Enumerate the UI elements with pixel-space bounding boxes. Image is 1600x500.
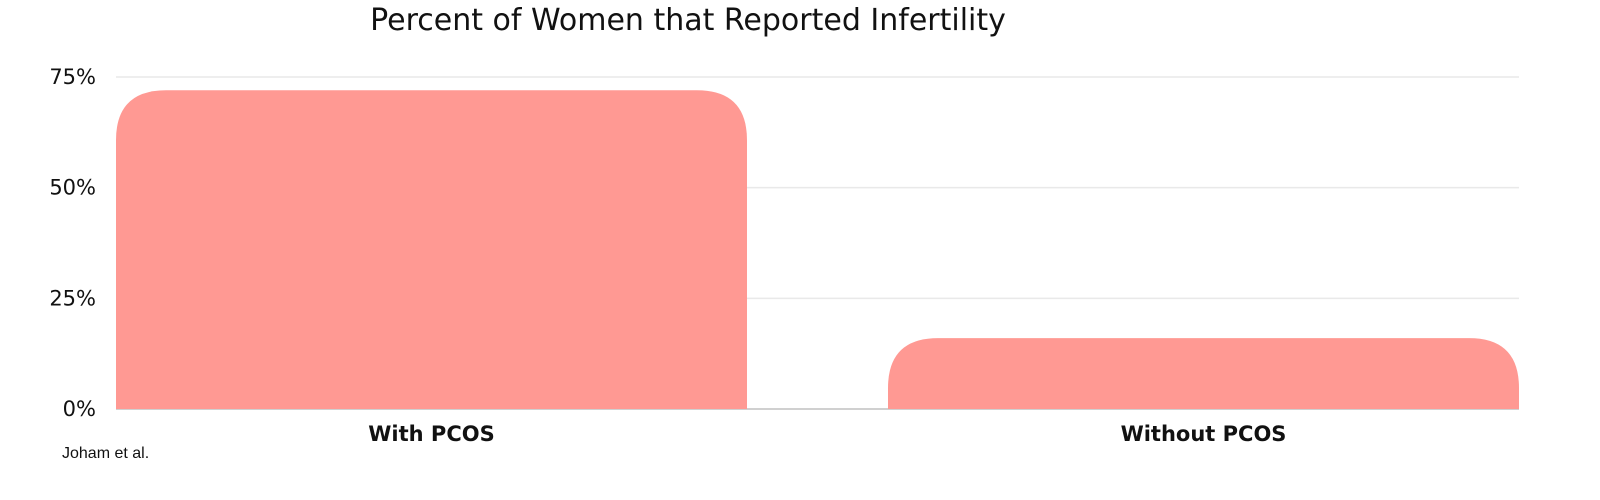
x-tick-label: With PCOS: [368, 422, 494, 446]
y-tick-label: 25%: [49, 286, 96, 310]
chart-title: Percent of Women that Reported Infertili…: [370, 3, 1006, 38]
y-tick-label: 75%: [49, 65, 96, 89]
bar-without-pcos: [888, 338, 1519, 409]
bar-layer: [116, 90, 1519, 409]
x-axis: With PCOS Without PCOS: [368, 422, 1286, 446]
y-axis: 0% 25% 50% 75%: [49, 65, 96, 421]
x-tick-label: Without PCOS: [1121, 422, 1287, 446]
y-tick-label: 0%: [63, 397, 96, 421]
bar-with-pcos: [116, 90, 747, 409]
source-note: Joham et al.: [62, 445, 149, 462]
y-tick-label: 50%: [49, 176, 96, 200]
